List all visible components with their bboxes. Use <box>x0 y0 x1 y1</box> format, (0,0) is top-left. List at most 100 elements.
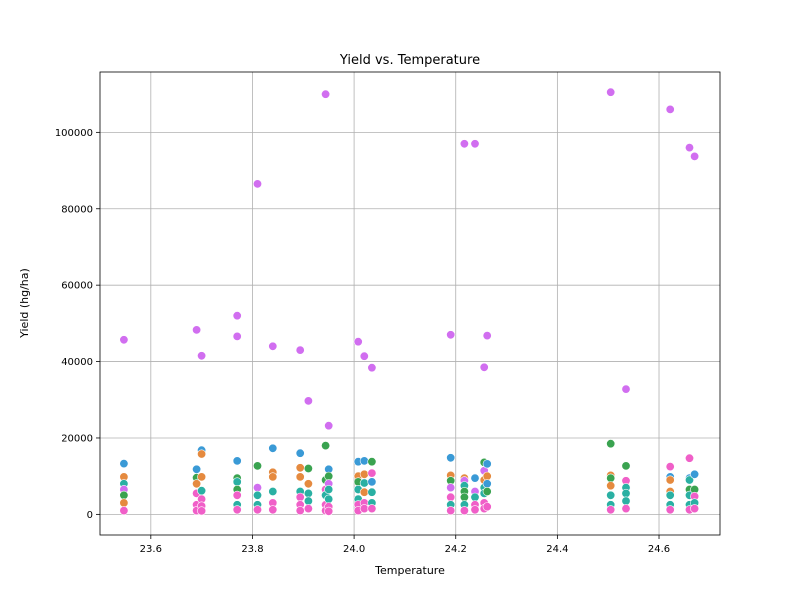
scatter-point <box>119 335 129 345</box>
x-axis-ticks: 23.6 23.8 24.0 24.2 24.4 24.6 <box>140 535 670 555</box>
scatter-point <box>479 362 489 372</box>
scatter-point <box>268 443 278 453</box>
scatter-point <box>119 459 129 469</box>
scatter-point <box>303 479 313 489</box>
plot-area-border <box>99 71 721 536</box>
scatter-point <box>621 496 631 506</box>
scatter-point <box>295 506 305 516</box>
scatter-point <box>295 472 305 482</box>
y-tick-label: 80000 <box>61 204 93 215</box>
x-axis-label: Temperature <box>374 564 445 577</box>
scatter-point <box>197 351 207 361</box>
scatter-point <box>119 506 129 516</box>
scatter-point <box>253 483 263 493</box>
scatter-point <box>606 439 616 449</box>
scatter-point <box>303 488 313 498</box>
scatter-point <box>621 488 631 498</box>
scatter-point <box>606 505 616 515</box>
scatter-point <box>446 483 456 493</box>
scatter-point <box>459 506 469 516</box>
scatter-point <box>621 384 631 394</box>
scatter-point <box>665 490 675 500</box>
scatter-point <box>303 504 313 514</box>
scatter-point <box>353 337 363 347</box>
scatter-point <box>606 473 616 483</box>
scatter-point <box>303 496 313 506</box>
scatter-point <box>268 472 278 482</box>
scatter-point <box>665 104 675 114</box>
scatter-point <box>197 449 207 459</box>
scatter-point <box>606 87 616 97</box>
scatter-point <box>324 421 334 431</box>
scatter-point <box>470 139 480 149</box>
scatter-point <box>321 89 331 99</box>
scatter-point <box>268 505 278 515</box>
scatter-point <box>295 448 305 458</box>
scatter-point <box>295 492 305 502</box>
scatter-point <box>446 453 456 463</box>
data-points <box>119 87 700 516</box>
scatter-point <box>482 479 492 489</box>
x-tick-label: 23.8 <box>241 544 263 555</box>
scatter-point <box>367 477 377 487</box>
y-axis-label: Yield (hg/ha) <box>18 268 31 339</box>
scatter-point <box>192 479 202 489</box>
y-tick-label: 0 <box>87 510 93 521</box>
scatter-point <box>359 478 369 488</box>
scatter-point <box>359 351 369 361</box>
scatter-point <box>268 341 278 351</box>
scatter-point <box>232 490 242 500</box>
scatter-point <box>253 490 263 500</box>
scatter-point <box>621 461 631 471</box>
scatter-point <box>295 463 305 473</box>
scatter-point <box>359 487 369 497</box>
scatter-point <box>324 506 334 516</box>
scatter-point <box>197 472 207 482</box>
scatter-point <box>359 504 369 514</box>
scatter-point <box>690 504 700 514</box>
scatter-point <box>359 469 369 479</box>
scatter-point <box>324 494 334 504</box>
scatter-point <box>119 490 129 500</box>
y-tick-label: 40000 <box>61 357 93 368</box>
scatter-point <box>232 456 242 466</box>
scatter-point <box>690 469 700 479</box>
scatter-point <box>684 143 694 153</box>
x-tick-label: 24.2 <box>445 544 467 555</box>
scatter-point <box>606 481 616 491</box>
scatter-point <box>459 139 469 149</box>
scatter-point <box>470 492 480 502</box>
y-axis-ticks: 0 20000 40000 60000 80000 100000 <box>55 128 100 521</box>
scatter-point <box>367 363 377 373</box>
x-tick-label: 24.6 <box>648 544 670 555</box>
scatter-point <box>621 504 631 514</box>
scatter-point <box>482 486 492 496</box>
scatter-point <box>192 464 202 474</box>
y-tick-label: 20000 <box>61 433 93 444</box>
scatter-point <box>268 486 278 496</box>
scatter-point <box>321 441 331 451</box>
scatter-point <box>446 506 456 516</box>
scatter-point <box>606 490 616 500</box>
scatter-point <box>470 473 480 483</box>
scatter-point <box>459 492 469 502</box>
scatter-point <box>367 468 377 478</box>
scatter-point <box>470 505 480 515</box>
scatter-point <box>253 461 263 471</box>
x-tick-label: 24.0 <box>343 544 365 555</box>
scatter-point <box>367 504 377 514</box>
scatter-point <box>367 457 377 467</box>
y-tick-label: 100000 <box>55 128 93 139</box>
x-tick-label: 23.6 <box>140 544 162 555</box>
scatter-point <box>482 331 492 341</box>
scatter-point <box>303 463 313 473</box>
scatter-point <box>232 477 242 487</box>
scatter-point <box>232 331 242 341</box>
scatter-point <box>359 456 369 466</box>
scatter-point <box>295 345 305 355</box>
y-tick-label: 60000 <box>61 281 93 292</box>
scatter-point <box>690 151 700 161</box>
scatter-point <box>253 179 263 189</box>
scatter-point <box>253 505 263 515</box>
